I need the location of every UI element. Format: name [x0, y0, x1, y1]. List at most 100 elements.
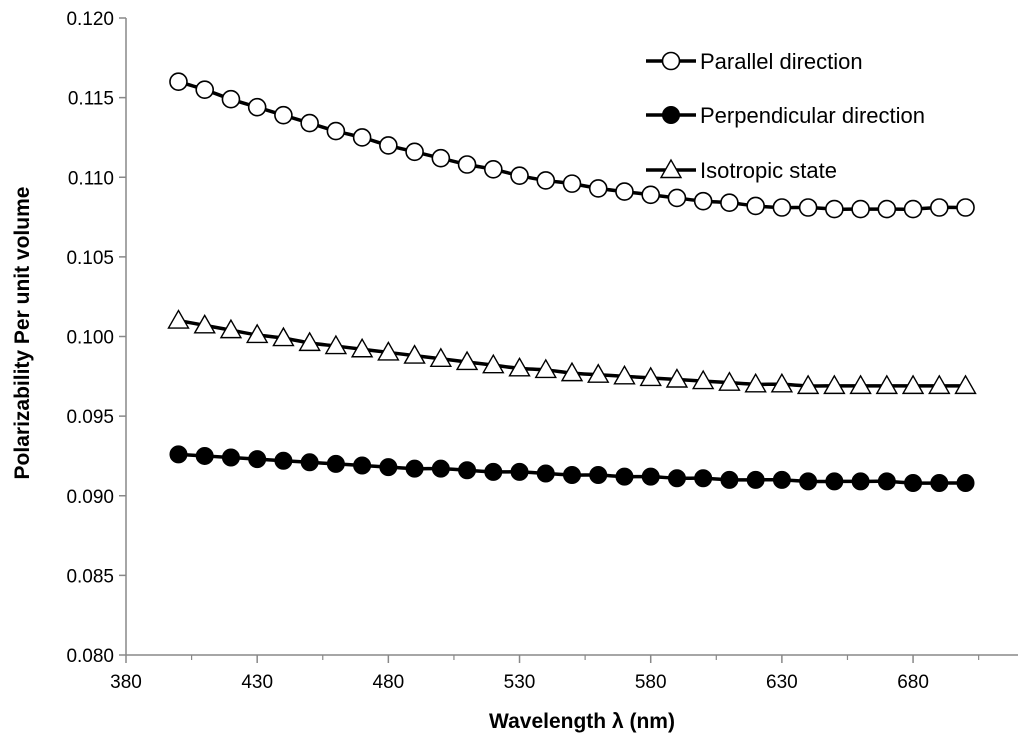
data-point — [615, 182, 634, 201]
data-point — [221, 448, 240, 467]
data-point — [877, 199, 897, 219]
data-point — [563, 466, 581, 485]
data-point — [851, 472, 870, 491]
legend-label: Perpendicular direction — [700, 103, 925, 128]
data-point — [405, 142, 424, 162]
data-point — [193, 313, 216, 334]
series-2 — [169, 445, 975, 493]
data-point — [377, 341, 400, 361]
data-point — [300, 453, 319, 472]
data-point — [324, 334, 348, 355]
data-point — [353, 456, 372, 475]
data-point — [274, 105, 293, 125]
data-point — [562, 174, 582, 193]
data-point — [195, 446, 214, 465]
data-point — [221, 89, 241, 109]
y-tick-label: 0.085 — [66, 566, 114, 587]
data-point — [587, 363, 610, 383]
data-point — [560, 361, 584, 382]
data-point — [350, 337, 374, 358]
x-axis-title: Wavelength λ (nm) — [489, 710, 675, 733]
y-ticks: 0.080 0.085 0.090 0.095 0.100 0.105 0.110 0.115… — [66, 9, 126, 667]
data-point — [903, 199, 923, 219]
data-point — [693, 191, 713, 211]
data-point — [825, 199, 844, 219]
data-point — [431, 459, 450, 478]
y-axis-title: Polarizability Per unit volume — [11, 187, 34, 480]
data-point — [403, 344, 426, 364]
data-point — [615, 467, 634, 486]
data-point — [245, 323, 269, 344]
data-point — [457, 155, 477, 174]
data-point — [641, 467, 660, 486]
data-point — [744, 372, 767, 393]
data-point — [746, 196, 765, 216]
series-layer — [167, 72, 977, 493]
y-tick-label: 0.100 — [66, 328, 114, 349]
data-point — [326, 121, 346, 141]
data-point — [851, 199, 870, 219]
data-point — [718, 371, 741, 391]
data-point — [534, 358, 557, 379]
data-point — [798, 198, 818, 217]
data-point — [772, 470, 791, 489]
data-point — [588, 179, 608, 198]
data-point — [379, 458, 398, 477]
data-point — [694, 469, 713, 488]
legend-item: Perpendicular direction — [646, 103, 925, 128]
data-point — [720, 193, 739, 213]
data-point — [219, 318, 243, 339]
data-point — [274, 451, 293, 470]
x-tick-label: 430 — [241, 672, 273, 693]
data-point — [613, 364, 636, 385]
data-point — [167, 309, 190, 329]
data-point — [772, 198, 792, 217]
data-point — [379, 136, 398, 155]
data-point — [825, 472, 844, 491]
series-3 — [167, 309, 977, 395]
data-point — [641, 185, 661, 205]
y-tick-label: 0.110 — [68, 168, 114, 189]
x-tick-label: 380 — [110, 672, 142, 693]
data-point — [928, 374, 951, 395]
data-point — [929, 198, 949, 217]
data-point — [667, 469, 686, 488]
legend-label: Parallel direction — [700, 49, 863, 74]
data-point — [930, 474, 949, 493]
legend-marker — [662, 106, 680, 124]
data-point — [746, 470, 765, 489]
data-point — [508, 356, 531, 377]
data-point — [169, 72, 188, 91]
data-point — [589, 466, 608, 485]
data-point — [405, 459, 424, 478]
y-tick-label: 0.090 — [66, 487, 114, 508]
data-point — [431, 148, 451, 168]
data-point — [455, 350, 479, 371]
data-point — [510, 462, 529, 481]
data-point — [536, 171, 556, 190]
x-tick-label: 580 — [635, 672, 667, 693]
legend-label: Isotropic state — [700, 158, 837, 183]
data-point — [849, 374, 872, 395]
data-point — [536, 464, 555, 483]
data-point — [823, 374, 846, 395]
legend: Parallel direction Perpendicular directio… — [646, 49, 925, 183]
data-point — [300, 113, 319, 133]
x-tick-label: 480 — [373, 672, 405, 693]
legend-marker — [661, 51, 681, 71]
data-point — [956, 198, 975, 217]
data-point — [954, 374, 977, 395]
y-tick-label: 0.095 — [66, 407, 114, 428]
data-point — [875, 374, 899, 395]
x-ticks: 380 430 480 530 580 630 680 — [110, 655, 980, 693]
legend-item: Parallel direction — [646, 49, 863, 74]
data-point — [720, 470, 739, 489]
y-tick-label: 0.120 — [66, 9, 114, 30]
data-point — [665, 368, 689, 388]
data-point — [770, 372, 794, 393]
data-point — [247, 97, 267, 117]
data-point — [326, 454, 345, 473]
x-tick-label: 630 — [766, 672, 798, 693]
data-point — [639, 366, 662, 387]
y-tick-label: 0.105 — [66, 248, 114, 269]
